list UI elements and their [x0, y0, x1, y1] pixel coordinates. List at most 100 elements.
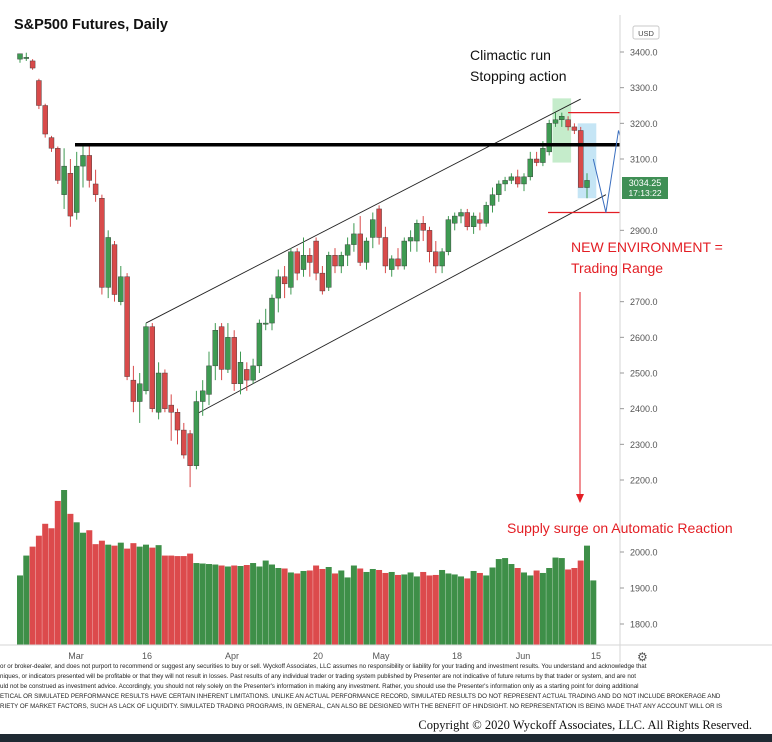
- candle-body: [527, 158, 533, 178]
- volume-bar: [527, 575, 534, 645]
- candle-body: [92, 183, 99, 195]
- volume-bar: [445, 573, 452, 645]
- volume-bar: [256, 566, 263, 645]
- volume-bar: [237, 566, 244, 645]
- volume-bar: [407, 572, 414, 645]
- candle: [508, 173, 515, 184]
- candle: [80, 144, 86, 188]
- candle-body: [326, 255, 332, 288]
- volume-bar: [508, 564, 515, 645]
- volume-bar: [483, 575, 490, 645]
- gear-icon[interactable]: ⚙: [637, 650, 648, 664]
- candle: [92, 169, 99, 202]
- candle: [546, 119, 552, 156]
- y-tick-label: 3200.0: [630, 119, 658, 129]
- candle-body: [363, 240, 370, 263]
- volume-bar: [212, 564, 219, 645]
- candle: [67, 159, 74, 227]
- volume-bar: [187, 553, 194, 645]
- volume-bar: [92, 544, 99, 645]
- volume-bar: [344, 577, 351, 645]
- candle: [149, 323, 156, 413]
- candle: [218, 323, 225, 381]
- volume-bar: [514, 567, 521, 645]
- bottom-bar: [0, 734, 772, 742]
- candle-body: [263, 322, 269, 325]
- candle-body: [559, 115, 565, 120]
- candle-body: [521, 176, 527, 185]
- candle: [565, 116, 571, 131]
- volume-bar: [275, 567, 282, 645]
- candle: [357, 216, 363, 266]
- candle-body: [395, 258, 401, 267]
- candle: [300, 237, 307, 277]
- candle: [99, 194, 105, 295]
- candle-body: [155, 372, 162, 413]
- volume-bar: [17, 575, 23, 645]
- candle: [263, 308, 269, 331]
- candle: [376, 205, 382, 245]
- chart-title: S&P500 Futures, Daily: [14, 17, 168, 33]
- volume-bar: [369, 568, 376, 645]
- last-price-label: 3034.25: [629, 178, 662, 188]
- candle: [17, 53, 23, 63]
- candle-body: [319, 272, 326, 292]
- candle: [143, 323, 149, 395]
- volume-bar: [413, 576, 420, 645]
- candle-body: [281, 276, 288, 285]
- candle: [326, 251, 332, 291]
- volume-bar: [388, 571, 395, 645]
- candle-body: [357, 233, 363, 263]
- candle: [571, 123, 578, 135]
- candle-body: [136, 383, 143, 402]
- candle: [502, 176, 508, 192]
- candle: [458, 208, 464, 224]
- candle: [162, 369, 168, 413]
- annotation-new-environment: NEW ENVIRONMENT =: [571, 239, 723, 255]
- volume-bar: [124, 548, 131, 645]
- x-tick-label: Apr: [225, 651, 239, 661]
- candle: [105, 230, 111, 299]
- candle: [452, 212, 458, 231]
- candle: [124, 273, 130, 381]
- candle: [130, 365, 137, 413]
- candle: [250, 358, 256, 384]
- candle: [527, 151, 533, 181]
- volume-bar: [533, 570, 540, 645]
- candle-body: [244, 369, 250, 381]
- candle-body: [218, 326, 225, 370]
- candle: [136, 373, 143, 423]
- volume-bar: [439, 569, 446, 645]
- candle-body: [99, 198, 105, 288]
- candle-body: [269, 297, 275, 324]
- candle: [29, 59, 36, 70]
- candle: [199, 380, 206, 416]
- candle: [174, 408, 181, 445]
- volume-tick-label: 1900.0: [630, 584, 658, 594]
- candle: [206, 351, 212, 406]
- candle: [319, 266, 326, 295]
- candle-body: [193, 401, 200, 466]
- candle: [382, 226, 389, 274]
- volume-bar: [29, 546, 36, 645]
- candle: [225, 323, 231, 373]
- candle-body: [124, 276, 130, 377]
- candle: [470, 212, 477, 234]
- volume-bar: [281, 568, 288, 645]
- candle-body: [199, 390, 206, 402]
- candle: [477, 212, 483, 231]
- volume-bar: [80, 532, 86, 645]
- climax-zone: [552, 98, 572, 163]
- volume-bar: [558, 558, 565, 645]
- candle-body: [571, 126, 578, 131]
- candle-body: [477, 219, 483, 224]
- volume-bar: [61, 490, 68, 645]
- annotation-new-environment: Trading Range: [571, 260, 663, 276]
- y-tick-label: 3300.0: [630, 83, 658, 93]
- volume-bar: [464, 578, 471, 645]
- volume-bar: [552, 557, 559, 645]
- candle: [439, 248, 445, 274]
- volume-bar: [218, 565, 225, 645]
- candle: [55, 146, 61, 184]
- annotation-climactic: Stopping action: [470, 68, 567, 84]
